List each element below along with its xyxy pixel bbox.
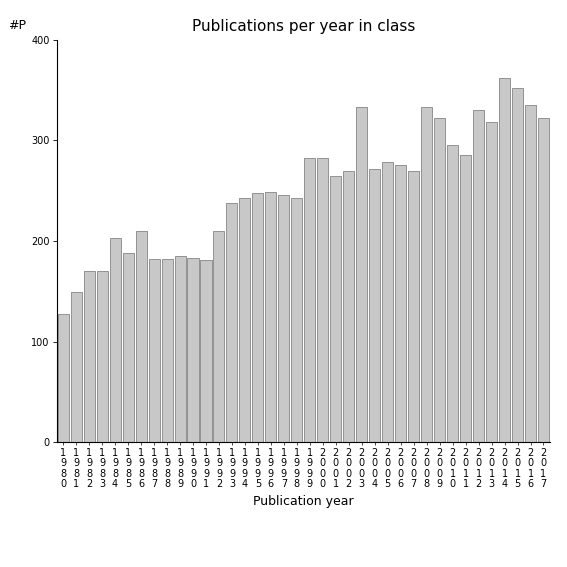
- Bar: [136, 231, 147, 442]
- Bar: [265, 192, 276, 442]
- Bar: [58, 315, 69, 442]
- Bar: [162, 259, 172, 442]
- Bar: [175, 256, 185, 442]
- Bar: [421, 107, 432, 442]
- Y-axis label: #P: #P: [9, 19, 26, 32]
- Bar: [434, 118, 445, 442]
- Bar: [525, 105, 536, 442]
- Bar: [149, 259, 159, 442]
- Bar: [369, 168, 380, 442]
- Bar: [188, 258, 198, 442]
- Bar: [395, 166, 406, 442]
- Bar: [226, 203, 238, 442]
- Bar: [382, 163, 393, 442]
- Bar: [109, 238, 121, 442]
- Bar: [447, 145, 458, 442]
- X-axis label: Publication year: Publication year: [253, 494, 354, 507]
- Bar: [331, 176, 341, 442]
- Bar: [96, 271, 108, 442]
- Bar: [239, 198, 251, 442]
- Bar: [304, 158, 315, 442]
- Bar: [201, 260, 211, 442]
- Bar: [84, 271, 95, 442]
- Bar: [71, 293, 82, 442]
- Title: Publications per year in class: Publications per year in class: [192, 19, 415, 35]
- Bar: [278, 194, 289, 442]
- Bar: [122, 253, 134, 442]
- Bar: [356, 107, 367, 442]
- Bar: [538, 118, 549, 442]
- Bar: [252, 193, 264, 442]
- Bar: [291, 198, 302, 442]
- Bar: [512, 88, 523, 442]
- Bar: [486, 122, 497, 442]
- Bar: [318, 158, 328, 442]
- Bar: [213, 231, 225, 442]
- Bar: [408, 171, 419, 442]
- Bar: [343, 171, 354, 442]
- Bar: [460, 155, 471, 442]
- Bar: [473, 110, 484, 442]
- Bar: [499, 78, 510, 442]
